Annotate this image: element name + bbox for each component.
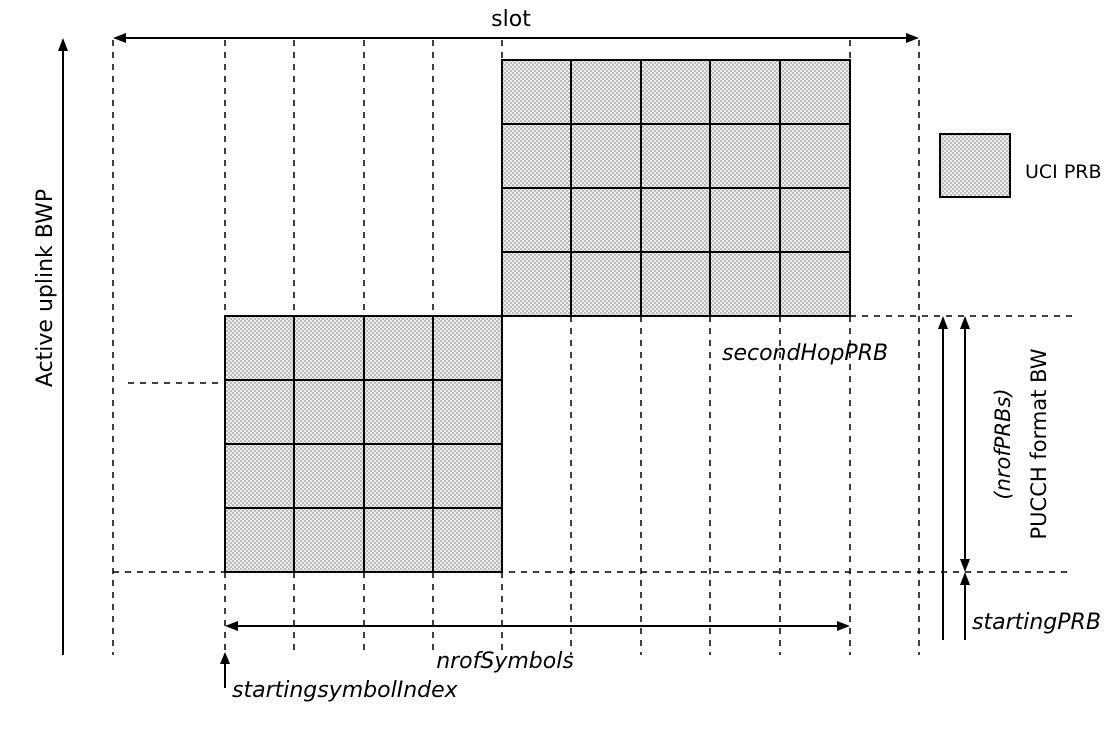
nrof-symbols-arrow (225, 621, 850, 631)
slot-label: slot (491, 7, 531, 32)
bwp-arrow (58, 38, 68, 655)
nrof-prbs-label: (nrofPRBs) (991, 388, 1015, 499)
second-hop-prb-grid (501, 59, 851, 317)
second-hop-prb-arrow (938, 316, 948, 640)
second-hop-prb-label: secondHopPRB (722, 341, 888, 366)
starting-prb-arrow (960, 572, 970, 640)
pucch-format-bw-label: PUCCH format BW (1027, 348, 1051, 539)
legend-label: UCI PRB (1025, 161, 1102, 183)
nrof-symbols-label: nrofSymbols (436, 649, 574, 674)
legend: UCI PRB (939, 133, 1102, 198)
nrof-prbs-arrow (960, 316, 970, 572)
first-hop-prb-grid (224, 315, 503, 573)
slot-arrow (113, 33, 919, 43)
starting-symbol-index-label: startingsymbolIndex (232, 678, 459, 703)
starting-prb-label: startingPRB (972, 610, 1101, 635)
symbol-boundary-lines (112, 40, 1072, 655)
starting-symbol-arrow (220, 652, 230, 688)
legend-swatch (939, 133, 1011, 198)
bwp-label: Active uplink BWP (33, 189, 58, 387)
